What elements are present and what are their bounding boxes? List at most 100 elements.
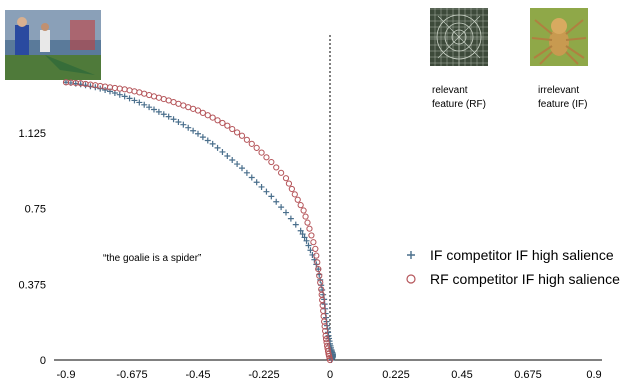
data-point-circle xyxy=(116,85,123,92)
x-tick-label: 0.675 xyxy=(514,369,542,381)
chart-annotation: “the goalie is a spider” xyxy=(103,253,201,264)
y-tick-label: 0 xyxy=(40,355,46,367)
data-point-circle xyxy=(314,259,321,266)
data-point-circle xyxy=(308,232,315,239)
if-caption-line1: irrelevant xyxy=(538,85,579,96)
data-point-plus xyxy=(214,144,221,151)
data-point-circle xyxy=(297,202,304,209)
data-point-circle xyxy=(219,119,226,127)
x-tick-label: -0.675 xyxy=(116,369,147,381)
rf-caption-line1: relevant xyxy=(432,85,468,96)
data-point-plus xyxy=(287,215,294,222)
data-point-circle xyxy=(268,158,275,166)
data-point-plus xyxy=(190,127,197,134)
data-point-plus xyxy=(309,251,316,258)
data-point-plus xyxy=(307,247,314,254)
legend-circle-marker xyxy=(406,274,416,284)
data-point-plus xyxy=(204,137,211,144)
x-tick-label: 0.225 xyxy=(382,369,410,381)
data-point-plus xyxy=(121,93,128,100)
data-point-plus xyxy=(185,124,192,131)
data-point-circle xyxy=(155,94,162,101)
data-point-circle xyxy=(126,87,133,94)
data-point-plus xyxy=(248,174,255,181)
if-caption-line2: feature (IF) xyxy=(538,99,587,110)
data-point-circle xyxy=(263,154,270,161)
data-point-circle xyxy=(199,109,206,116)
data-point-plus xyxy=(229,157,236,164)
data-point-circle xyxy=(291,191,298,198)
data-point-circle xyxy=(304,219,311,226)
x-tick-label: -0.45 xyxy=(185,369,210,381)
data-point-plus xyxy=(305,242,312,249)
data-point-circle xyxy=(194,107,202,114)
data-point-plus xyxy=(146,104,153,111)
data-point-plus xyxy=(219,148,226,155)
data-point-plus xyxy=(175,118,182,125)
data-point-plus xyxy=(315,266,322,273)
data-point-plus xyxy=(253,179,260,186)
legend-label-if: IF competitor IF high salience xyxy=(430,247,614,263)
data-point-plus xyxy=(303,237,310,244)
data-point-circle xyxy=(300,207,307,214)
data-point-plus xyxy=(160,111,167,118)
data-point-circle xyxy=(258,149,265,156)
data-point-circle xyxy=(146,91,153,99)
data-point-plus xyxy=(165,113,172,120)
y-tick-label: 0.375 xyxy=(18,279,46,291)
y-tick-label: 1.125 xyxy=(18,128,46,140)
data-point-circle xyxy=(310,239,317,246)
data-point-circle xyxy=(323,339,330,346)
data-point-circle xyxy=(315,266,322,273)
data-point-circle xyxy=(121,86,128,93)
data-point-plus xyxy=(239,165,245,172)
data-point-plus xyxy=(116,91,123,98)
data-point-plus xyxy=(299,231,306,238)
data-point-circle xyxy=(306,225,313,232)
y-axis-ticks: 0 0.375 0.75 1.125 xyxy=(18,128,46,367)
data-point-circle xyxy=(229,125,236,133)
x-axis-ticks: -0.9 -0.675 -0.45 -0.225 0 0.225 0.45 0.675 0.9 xyxy=(57,369,602,381)
spider-web-image xyxy=(430,8,488,66)
data-point-circle xyxy=(248,140,255,147)
data-point-circle xyxy=(278,169,285,176)
data-point-plus xyxy=(195,130,201,137)
legend-label-rf: RF competitor IF high salience xyxy=(430,271,620,287)
data-point-plus xyxy=(258,183,265,190)
data-series xyxy=(62,79,336,364)
data-point-circle xyxy=(285,180,293,187)
data-point-circle xyxy=(313,252,320,259)
x-tick-label: -0.225 xyxy=(248,369,279,381)
data-point-plus xyxy=(268,193,275,200)
data-point-circle xyxy=(131,88,138,95)
series-1 xyxy=(62,79,334,364)
data-point-plus xyxy=(273,198,280,205)
data-point-circle xyxy=(326,356,334,364)
rf-caption-line2: feature (RF) xyxy=(432,99,486,110)
data-point-plus xyxy=(107,88,113,95)
data-point-circle xyxy=(204,112,211,119)
legend: IF competitor IF high salience RF compet… xyxy=(406,247,620,287)
data-point-plus xyxy=(263,188,270,195)
data-point-plus xyxy=(292,221,299,228)
data-point-plus xyxy=(136,99,143,106)
spider-image xyxy=(530,8,588,66)
legend-item-rf: RF competitor IF high salience xyxy=(406,271,620,287)
data-point-plus xyxy=(278,204,285,211)
data-point-circle xyxy=(302,213,309,220)
data-point-plus xyxy=(243,169,250,176)
data-point-circle xyxy=(273,164,280,171)
data-point-plus xyxy=(283,209,289,216)
data-point-circle xyxy=(160,95,167,103)
x-tick-label: 0.45 xyxy=(451,369,472,381)
data-point-circle xyxy=(316,272,323,279)
data-point-circle xyxy=(294,196,301,203)
data-point-circle xyxy=(253,144,260,151)
data-point-plus xyxy=(209,140,216,147)
data-point-circle xyxy=(322,336,330,343)
data-point-circle xyxy=(234,129,241,136)
data-point-plus xyxy=(155,108,162,115)
data-point-circle xyxy=(282,175,290,182)
data-point-plus xyxy=(102,86,109,93)
data-point-plus xyxy=(301,234,308,241)
